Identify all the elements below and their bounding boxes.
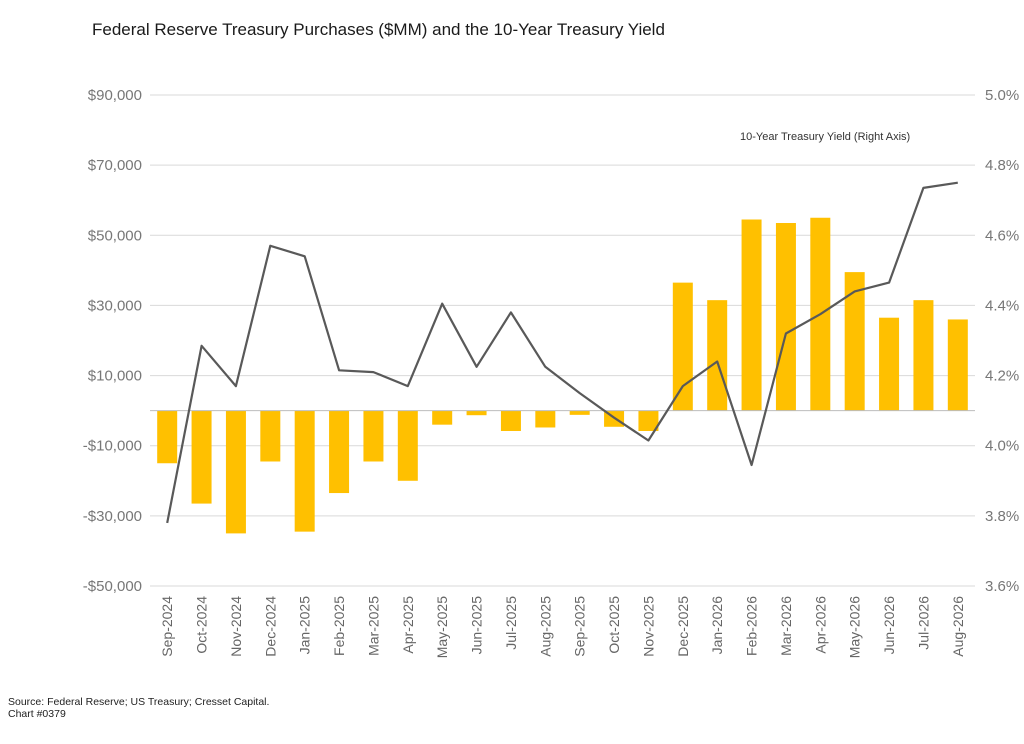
bar <box>535 410 556 428</box>
x-tick-label: Jun-2026 <box>881 596 897 655</box>
right-tick-label: 3.6% <box>985 578 1019 595</box>
left-tick-label: $90,000 <box>88 87 142 104</box>
right-tick-label: 4.4% <box>985 297 1019 314</box>
source-note: Source: Federal Reserve; US Treasury; Cr… <box>8 696 269 720</box>
bar <box>157 410 178 464</box>
x-tick-label: Feb-2025 <box>331 596 347 656</box>
left-tick-label: -$30,000 <box>83 508 142 525</box>
gridlines <box>150 94 975 587</box>
bar <box>500 410 521 431</box>
x-axis-labels: Sep-2024 Oct-2024 Nov-2024 Dec-2024 Jan-2025… <box>159 596 966 658</box>
bar <box>466 410 487 416</box>
right-tick-label: 5.0% <box>985 87 1019 104</box>
bar <box>363 410 384 462</box>
yield-line-annotation: 10-Year Treasury Yield (Right Axis) <box>740 131 910 143</box>
yield-line <box>166 181 958 524</box>
x-tick-label: Jul-2026 <box>915 596 931 650</box>
x-tick-label: May-2026 <box>847 596 863 658</box>
bar <box>741 219 762 411</box>
x-tick-label: Feb-2026 <box>744 596 760 656</box>
x-tick-label: Dec-2025 <box>675 596 691 657</box>
source-text: Source: Federal Reserve; US Treasury; Cr… <box>8 696 270 708</box>
bar <box>432 410 453 425</box>
x-tick-label: Jun-2025 <box>469 596 485 655</box>
bar <box>913 300 934 411</box>
x-tick-label: Jan-2025 <box>297 596 313 655</box>
bar <box>638 410 659 431</box>
bar <box>707 300 728 411</box>
right-tick-label: 4.0% <box>985 438 1019 455</box>
chart-title: Federal Reserve Treasury Purchases ($MM)… <box>92 20 665 39</box>
chart-canvas: $90,000 $70,000 $50,000 $30,000 $10,000 -$10,… <box>83 87 1019 658</box>
x-tick-label: Mar-2025 <box>365 596 381 656</box>
right-tick-label: 4.2% <box>985 368 1019 385</box>
left-tick-label: $30,000 <box>88 297 142 314</box>
x-tick-label: Nov-2024 <box>228 596 244 657</box>
left-tick-label: -$10,000 <box>83 438 142 455</box>
bar <box>879 317 900 411</box>
left-axis-labels: $90,000 $70,000 $50,000 $30,000 $10,000 -$10,… <box>83 87 142 595</box>
x-tick-label: Oct-2025 <box>606 596 622 654</box>
x-tick-label: Jul-2025 <box>503 596 519 650</box>
x-tick-label: Nov-2025 <box>640 596 656 657</box>
bar <box>672 282 693 411</box>
x-tick-label: May-2025 <box>434 596 450 658</box>
x-tick-label: Sep-2025 <box>572 596 588 657</box>
left-tick-label: $70,000 <box>88 157 142 174</box>
bar <box>191 410 212 504</box>
x-tick-label: Apr-2025 <box>400 596 416 654</box>
bar <box>844 272 865 411</box>
x-tick-label: Aug-2025 <box>537 596 553 657</box>
left-tick-label: -$50,000 <box>83 578 142 595</box>
right-tick-label: 3.8% <box>985 508 1019 525</box>
x-tick-label: Aug-2026 <box>950 596 966 657</box>
chart-id: Chart #0379 <box>8 708 66 720</box>
bar <box>225 410 246 534</box>
x-tick-label: Mar-2026 <box>778 596 794 656</box>
x-tick-label: Apr-2026 <box>812 596 828 654</box>
x-tick-label: Sep-2024 <box>159 596 175 657</box>
right-tick-label: 4.6% <box>985 227 1019 244</box>
x-tick-label: Jan-2026 <box>709 596 725 655</box>
x-tick-label: Oct-2024 <box>194 596 210 654</box>
left-tick-label: $50,000 <box>88 227 142 244</box>
right-tick-label: 4.8% <box>985 157 1019 174</box>
x-tick-label: Dec-2024 <box>262 596 278 657</box>
bar <box>329 410 350 494</box>
bar <box>947 319 968 411</box>
right-axis-labels: 5.0% 4.8% 4.6% 4.4% 4.2% 4.0% 3.8% 3.6% <box>985 87 1019 595</box>
bar <box>775 223 796 411</box>
left-tick-label: $10,000 <box>88 368 142 385</box>
bar <box>569 410 590 415</box>
bar <box>260 410 281 462</box>
bar <box>294 410 315 532</box>
bar <box>397 410 418 481</box>
